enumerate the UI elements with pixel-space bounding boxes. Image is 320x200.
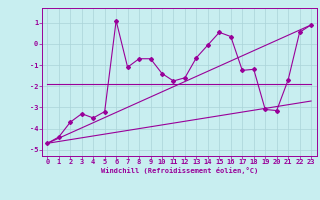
X-axis label: Windchill (Refroidissement éolien,°C): Windchill (Refroidissement éolien,°C): [100, 167, 258, 174]
